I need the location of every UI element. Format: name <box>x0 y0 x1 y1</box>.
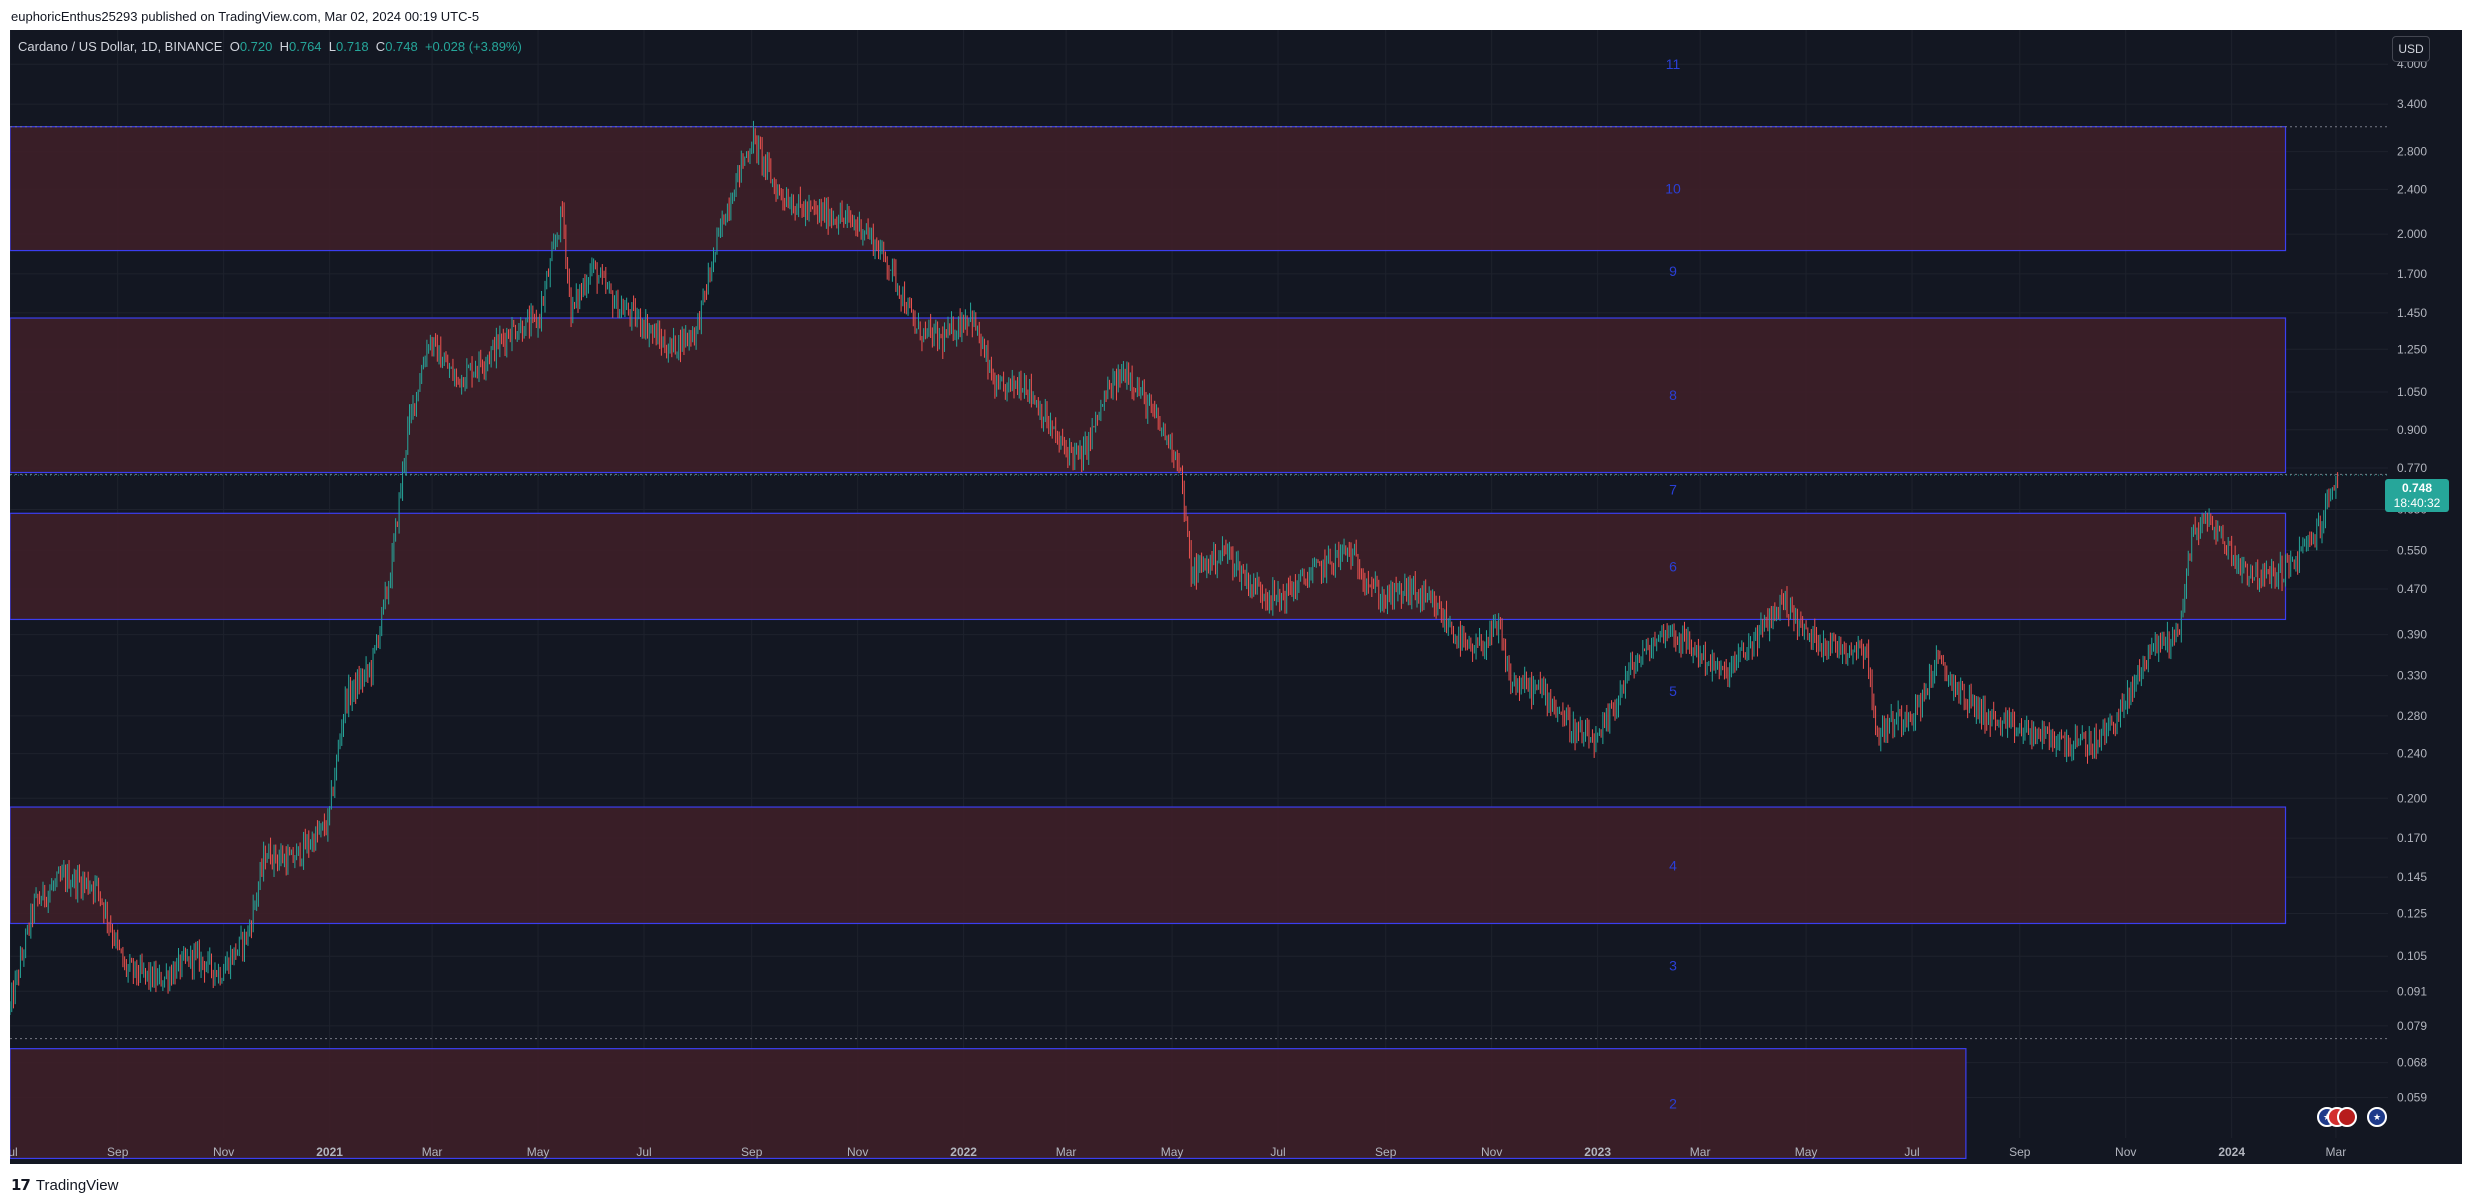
y-tick-label: 0.390 <box>2397 628 2427 642</box>
last-price: 0.748 <box>2401 481 2433 495</box>
open-value: 0.720 <box>239 39 273 54</box>
x-tick-label: Nov <box>213 1145 234 1159</box>
footer-bar <box>0 1164 2466 1204</box>
last-price-tag: 0.748 18:40:32 <box>2385 479 2449 512</box>
y-tick-label: 0.770 <box>2397 461 2427 475</box>
y-tick-label: 0.330 <box>2397 669 2427 683</box>
x-tick-label: Mar <box>422 1145 443 1159</box>
low-value: 0.718 <box>336 39 369 54</box>
x-tick-label: Mar <box>1056 1145 1077 1159</box>
low-label: L <box>328 39 337 54</box>
y-tick-label: 1.050 <box>2397 385 2427 399</box>
x-tick-label: Mar <box>1690 1145 1711 1159</box>
zone-number-label: 6 <box>1669 558 1677 574</box>
open-label: O <box>229 39 240 54</box>
publisher-header: euphoricEnthus25293 published on Trading… <box>0 0 2466 30</box>
zone-number-label: 4 <box>1669 857 1677 873</box>
y-tick-label: 0.470 <box>2397 582 2427 596</box>
zone-rect <box>10 806 2287 925</box>
event-icon[interactable] <box>2337 1107 2357 1127</box>
x-tick-label: 2024 <box>2218 1145 2245 1159</box>
y-tick-label: 0.170 <box>2397 831 2427 845</box>
x-tick-label: Nov <box>847 1145 868 1159</box>
level-number-label: 9 <box>1669 263 1677 279</box>
y-tick-label: 1.250 <box>2397 342 2427 356</box>
price-axis[interactable]: 4.0003.4002.8002.4002.0001.7001.4501.250… <box>2397 57 2427 1104</box>
y-tick-label: 1.450 <box>2397 306 2427 320</box>
y-tick-label: 2.800 <box>2397 145 2427 159</box>
currency-button[interactable]: USD <box>2392 36 2430 62</box>
y-tick-label: 0.145 <box>2397 870 2427 884</box>
y-tick-label: 0.200 <box>2397 791 2427 805</box>
x-tick-label: Sep <box>107 1145 129 1159</box>
y-tick-label: 0.550 <box>2397 543 2427 557</box>
y-tick-label: 0.091 <box>2397 984 2427 998</box>
x-tick-label: Nov <box>2115 1145 2136 1159</box>
level-number-label: 7 <box>1669 482 1677 498</box>
x-tick-label: Mar <box>2326 1145 2347 1159</box>
symbol-name: Cardano / US Dollar, 1D, BINANCE <box>18 39 223 54</box>
us-flag-event-icon[interactable]: ★ <box>2367 1107 2387 1127</box>
brand-name: TradingView <box>35 1176 119 1194</box>
x-tick-label: Jul <box>1904 1145 1919 1159</box>
close-label: C <box>375 39 386 54</box>
zone-number-label: 2 <box>1669 1096 1677 1112</box>
x-tick-label: 2021 <box>316 1145 343 1159</box>
level-number-label: 5 <box>1669 683 1677 699</box>
x-tick-label: Sep <box>741 1145 763 1159</box>
y-tick-label: 0.105 <box>2397 949 2427 963</box>
y-tick-label: 1.700 <box>2397 267 2427 281</box>
bar-countdown: 18:40:32 <box>2393 496 2441 510</box>
level-number-label: 3 <box>1669 958 1677 974</box>
y-tick-label: 2.000 <box>2397 227 2427 241</box>
change-value: +0.028 (+3.89%) <box>424 39 522 54</box>
x-tick-label: May <box>527 1145 550 1159</box>
economic-events[interactable]: ★ ★ <box>2317 1107 2387 1131</box>
x-tick-label: May <box>1795 1145 1818 1159</box>
x-tick-label: May <box>1161 1145 1184 1159</box>
y-tick-label: 2.400 <box>2397 182 2427 196</box>
x-tick-label: 2023 <box>1584 1145 1611 1159</box>
close-value: 0.748 <box>385 39 418 54</box>
y-tick-label: 0.240 <box>2397 747 2427 761</box>
high-value: 0.764 <box>289 39 322 54</box>
y-tick-label: 0.125 <box>2397 906 2427 920</box>
candlestick-series <box>10 120 2339 1016</box>
y-tick-label: 0.068 <box>2397 1056 2427 1070</box>
zone-number-label: 8 <box>1669 387 1677 403</box>
high-label: H <box>279 39 289 54</box>
x-tick-label: Jul <box>636 1145 651 1159</box>
x-tick-label: Nov <box>1481 1145 1502 1159</box>
x-tick-label: Jul <box>1270 1145 1285 1159</box>
x-tick-label: 2022 <box>950 1145 977 1159</box>
time-axis[interactable]: Jul Sep Nov 2021 Mar May Jul Sep Nov 2022 Mar May Ju… <box>10 1145 2346 1159</box>
zone-rect <box>10 1048 1967 1160</box>
y-tick-label: 3.400 <box>2397 97 2427 111</box>
tradingview-logo-icon: 𝟭𝟳 <box>11 1177 31 1194</box>
zone-rect <box>10 512 2287 621</box>
x-tick-label: Sep <box>1375 1145 1397 1159</box>
zone-number-label: 10 <box>1665 181 1681 197</box>
publisher-text: euphoricEnthus25293 published on Trading… <box>11 9 480 24</box>
tradingview-logo[interactable]: 𝟭𝟳 TradingView <box>11 1176 119 1195</box>
symbol-legend: Cardano / US Dollar, 1D, BINANCE O0.720 … <box>18 39 522 54</box>
zone-rect <box>10 126 2287 252</box>
zone-labels: 10 8 6 4 2 11 9 7 5 3 <box>1665 56 1681 1111</box>
y-tick-label: 0.280 <box>2397 709 2427 723</box>
y-tick-label: 0.059 <box>2397 1090 2427 1104</box>
x-tick-label: Sep <box>2009 1145 2031 1159</box>
x-tick-label: Jul <box>10 1145 18 1159</box>
level-number-label: 11 <box>1666 56 1681 72</box>
y-tick-label: 0.079 <box>2397 1019 2427 1033</box>
y-tick-label: 0.900 <box>2397 423 2427 437</box>
